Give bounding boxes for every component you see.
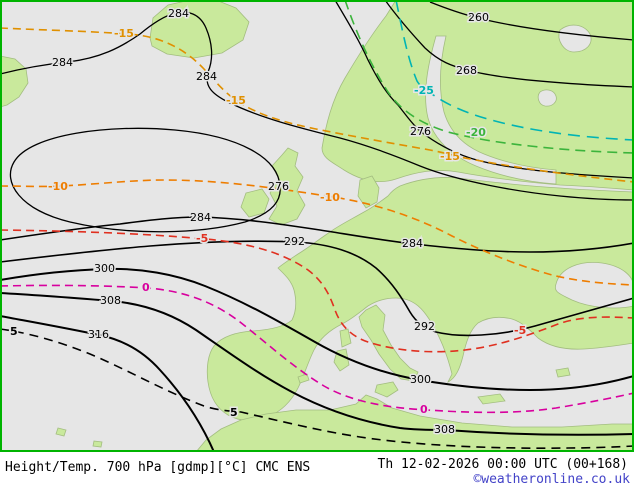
- temp-label-plus5-south: 5: [230, 406, 238, 419]
- valid-time: Th 12-02-2026 00:00 UTC (00+168): [377, 457, 628, 472]
- height-label-284-top: 284: [168, 7, 189, 20]
- temp-label-zero-west: 0: [142, 281, 150, 294]
- contour-300: [0, 267, 634, 392]
- height-label-308-southeast: 308: [434, 423, 455, 436]
- temp-label-minus15-east: -15: [440, 150, 460, 163]
- land-sicily: [374, 381, 399, 398]
- temp-contour-minus10: [0, 179, 634, 286]
- contour-284-south: [0, 216, 634, 253]
- temp-label-minus25: -25: [414, 84, 434, 97]
- temp-contour-zero: [0, 284, 634, 414]
- land-balearics: [297, 373, 310, 384]
- weather-map-svg: 284 284 284 260 268 276 276 284 284 292 …: [0, 0, 634, 452]
- temp-label-plus5-west: 5: [10, 325, 18, 338]
- sea-baltic: [425, 35, 557, 185]
- height-label-276-northeast: 276: [410, 125, 431, 138]
- land-iceland: [149, 0, 250, 59]
- sea-white-sea: [558, 24, 592, 53]
- temp-contour-minus25: [395, 0, 634, 141]
- contour-308: [0, 292, 634, 436]
- land-north-africa: [195, 394, 634, 452]
- temp-label-minus10-west: -10: [48, 180, 68, 193]
- height-label-292-west: 292: [284, 235, 305, 248]
- height-label-284-east: 284: [402, 237, 423, 250]
- temp-contour-minus15: [0, 27, 634, 183]
- land-madeira: [55, 427, 67, 437]
- sea-black-sea: [554, 261, 634, 309]
- land-canaries: [92, 440, 103, 448]
- height-label-300-west: 300: [94, 262, 115, 275]
- caption-bar: Height/Temp. 700 hPa [gdmp][°C] CMC ENS …: [0, 452, 634, 490]
- height-label-308-west: 308: [100, 294, 121, 307]
- height-label-316: 316: [88, 328, 109, 341]
- contour-284-north: [0, 11, 634, 201]
- contour-292: [0, 240, 634, 337]
- land-crete: [477, 393, 506, 405]
- temp-label-zero-southeast: 0: [420, 403, 428, 416]
- height-label-284-left: 284: [52, 56, 73, 69]
- land-scandinavia: [321, 0, 634, 191]
- landmasses: [0, 0, 634, 452]
- sea-overlays: [425, 24, 634, 309]
- height-label-276-low: 276: [268, 180, 289, 193]
- temp-label-minus10-center: -10: [320, 191, 340, 204]
- map-frame: [0, 0, 634, 452]
- contour-316: [0, 315, 215, 452]
- temp-contour-minus20: [344, 0, 634, 154]
- height-label-284-center: 284: [190, 211, 211, 224]
- temperature-contours: [0, 0, 634, 449]
- watermark: ©weatheronline.co.uk: [473, 472, 630, 487]
- height-contours: [0, 0, 634, 452]
- temp-contour-plus5: [0, 328, 634, 449]
- contour-276-northeast: [334, 0, 634, 179]
- temp-label-minus5-east: -5: [514, 324, 526, 337]
- contour-276-closed-low: [9, 127, 281, 233]
- height-label-292-southeast: 292: [414, 320, 435, 333]
- height-label-260: 260: [468, 11, 489, 24]
- land-italy: [358, 304, 419, 382]
- lake-ladoga: [537, 89, 557, 107]
- temp-label-minus15-center: -15: [226, 94, 246, 107]
- height-contour-labels: 284 284 284 260 268 276 276 284 284 292 …: [51, 6, 491, 438]
- contour-268: [384, 0, 634, 88]
- land-corsica: [339, 328, 352, 348]
- land-denmark: [357, 175, 380, 209]
- temp-label-minus15-west: -15: [114, 27, 134, 40]
- height-label-268: 268: [456, 64, 477, 77]
- contour-260: [429, 1, 634, 41]
- land-continental-europe: [206, 177, 634, 421]
- temp-contour-minus5: [0, 229, 634, 353]
- temp-label-minus20: -20: [466, 126, 486, 139]
- map-area: 284 284 284 260 268 276 276 284 284 292 …: [0, 0, 634, 452]
- map-title: Height/Temp. 700 hPa [gdmp][°C] CMC ENS: [5, 460, 311, 475]
- temp-label-minus5-west: -5: [196, 232, 208, 245]
- height-label-284-loop: 284: [196, 70, 217, 83]
- temperature-contour-labels: -15 -15 -15 -25 -20 -10 -10 -5 -5 0 0 5 …: [9, 26, 528, 421]
- height-label-300-southeast: 300: [410, 373, 431, 386]
- land-cyprus: [555, 367, 571, 378]
